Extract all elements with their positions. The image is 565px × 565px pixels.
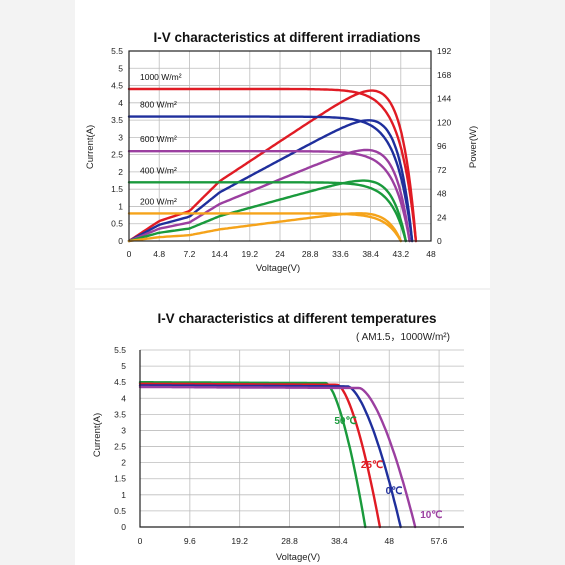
irradiation-x-ticks: 0 4.8 7.2 14.4 19.2 24 28.8 33.6 38.4 43.2 48: [127, 249, 436, 259]
temperature-x-ticks: 0 9.6 19.2 28.8 38.4 48 57.6: [138, 536, 448, 546]
temperature-iv-curve: [138, 384, 402, 529]
irradiation-y-tick-label: 4.5: [111, 81, 123, 91]
irradiation-plot-frame: [128, 50, 432, 242]
irradiation-x-tick-label: 28.8: [302, 249, 319, 259]
temperature-y-tick-label: 4: [121, 393, 126, 403]
temperature-y-tick-label: 5: [121, 361, 126, 371]
irradiation-power-tick-label: 192: [437, 46, 451, 56]
irradiation-x-tick-label: 0: [127, 249, 132, 259]
temperature-series-label: 0℃: [386, 486, 403, 497]
irradiation-series-labels: 1000 W/m² 800 W/m² 600 W/m² 400 W/m² 200 W/m…: [140, 72, 182, 206]
irradiation-power-curve: [127, 212, 402, 243]
irradiation-x-tick-label: 33.6: [332, 249, 349, 259]
irradiation-power-tick-label: 120: [437, 117, 451, 127]
irradiation-y-axis-label: Current(A): [85, 125, 96, 169]
irradiation-chart: I-V characteristics at different irradia…: [85, 30, 479, 274]
temperature-x-tick-label: 38.4: [331, 536, 348, 546]
irradiation-iv-curve: [127, 115, 414, 243]
irradiation-iv-curve: [127, 150, 411, 243]
irradiation-y-tick-label: 3.5: [111, 115, 123, 125]
irradiation-y-tick-label: 4: [118, 98, 123, 108]
temperature-y-tick-label: 0.5: [114, 506, 126, 516]
irradiation-y-tick-label: 2.5: [111, 150, 123, 160]
figure-panel: [75, 0, 490, 565]
temperature-series-label: 25℃: [361, 460, 383, 471]
temperature-x-tick-label: 0: [138, 536, 143, 546]
irradiation-series-label: 400 W/m²: [140, 165, 177, 175]
temperature-y-tick-label: 0: [121, 522, 126, 532]
irradiation-x-tick-label: 38.4: [362, 249, 379, 259]
irradiation-y-tick-label: 1: [118, 201, 123, 211]
temperature-axes: [139, 350, 464, 528]
temperature-y-tick-label: 1: [121, 490, 126, 500]
temperature-chart: I-V characteristics at different tempera…: [92, 311, 464, 563]
irradiation-series-label: 1000 W/m²: [140, 72, 182, 82]
irradiation-x-axis-label: Voltage(V): [256, 263, 300, 274]
temperature-series-labels: 50℃ 25℃ 0℃ 10℃: [334, 416, 442, 521]
irradiation-x-tick-label: 14.4: [211, 249, 228, 259]
irradiation-x-tick-label: 48: [426, 249, 436, 259]
irradiation-y-tick-label: 0.5: [111, 219, 123, 229]
irradiation-power-tick-label: 48: [437, 189, 447, 199]
irradiation-y-tick-label: 0: [118, 236, 123, 246]
temperature-chart-title: I-V characteristics at different tempera…: [157, 311, 436, 326]
irradiation-power-tick-label: 168: [437, 70, 451, 80]
temperature-y-ticks: 0 0.5 1 1.5 2 2.5 3 3.5 4 4.5 5 5.5: [114, 345, 126, 532]
irradiation-series-label: 600 W/m²: [140, 134, 177, 144]
temperature-y-tick-label: 3.5: [114, 409, 126, 419]
irradiation-power-tick-label: 96: [437, 141, 447, 151]
irradiation-y-tick-label: 5.5: [111, 46, 123, 56]
temperature-x-tick-label: 9.6: [184, 536, 196, 546]
irradiation-power-ticks: 0 24 48 72 96 120 144 168 192: [437, 46, 451, 246]
temperature-y-tick-label: 3: [121, 425, 126, 435]
irradiation-iv-curve: [127, 212, 402, 243]
irradiation-iv-curve: [127, 87, 418, 243]
irradiation-power-curve: [127, 148, 411, 243]
irradiation-y-tick-label: 1.5: [111, 184, 123, 194]
irradiation-power-curve: [127, 119, 414, 243]
irradiation-y-ticks: 0 0.5 1 1.5 2 2.5 3 3.5 4 4.5 5 5.5: [111, 46, 123, 246]
irradiation-x-tick-label: 4.8: [153, 249, 165, 259]
temperature-y-tick-label: 4.5: [114, 377, 126, 387]
irradiation-series-label: 800 W/m²: [140, 100, 177, 110]
temperature-y-tick-label: 2.5: [114, 442, 126, 452]
irradiation-power-axis-label: Power(W): [468, 126, 479, 168]
irradiation-power-tick-label: 0: [437, 236, 442, 246]
temperature-axis-lines: [139, 350, 464, 528]
irradiation-x-tick-label: 19.2: [242, 249, 259, 259]
irradiation-power-tick-label: 144: [437, 94, 451, 104]
irradiation-y-tick-label: 2: [118, 167, 123, 177]
irradiation-x-tick-label: 43.2: [393, 249, 410, 259]
temperature-iv-curve: [138, 385, 417, 529]
temperature-x-tick-label: 57.6: [431, 536, 448, 546]
temperature-curves: [138, 381, 417, 529]
temperature-y-tick-label: 2: [121, 458, 126, 468]
irradiation-power-tick-label: 72: [437, 165, 447, 175]
irradiation-iv-curve: [127, 181, 407, 243]
irradiation-power-curve: [127, 89, 418, 243]
irradiation-chart-title: I-V characteristics at different irradia…: [153, 30, 420, 45]
irradiation-power-curve: [127, 179, 407, 243]
irradiation-x-tick-label: 7.2: [183, 249, 195, 259]
temperature-x-tick-label: 19.2: [231, 536, 248, 546]
irradiation-y-tick-label: 3: [118, 132, 123, 142]
temperature-x-axis-label: Voltage(V): [276, 552, 320, 563]
irradiation-axes: [128, 50, 432, 242]
temperature-series-label: 10℃: [420, 510, 442, 521]
temperature-y-axis-label: Current(A): [92, 413, 103, 457]
temperature-y-tick-label: 5.5: [114, 345, 126, 355]
irradiation-series-label: 200 W/m²: [140, 196, 177, 206]
irradiation-x-tick-label: 24: [275, 249, 285, 259]
irradiation-curves: [127, 87, 418, 243]
temperature-x-tick-label: 28.8: [281, 536, 298, 546]
temperature-series-label: 50℃: [334, 416, 356, 427]
temperature-y-tick-label: 1.5: [114, 474, 126, 484]
irradiation-y-tick-label: 5: [118, 63, 123, 73]
irradiation-power-tick-label: 24: [437, 212, 447, 222]
temperature-x-tick-label: 48: [384, 536, 394, 546]
temperature-chart-subtitle: ( AM1.5，1000W/m²): [356, 332, 450, 343]
